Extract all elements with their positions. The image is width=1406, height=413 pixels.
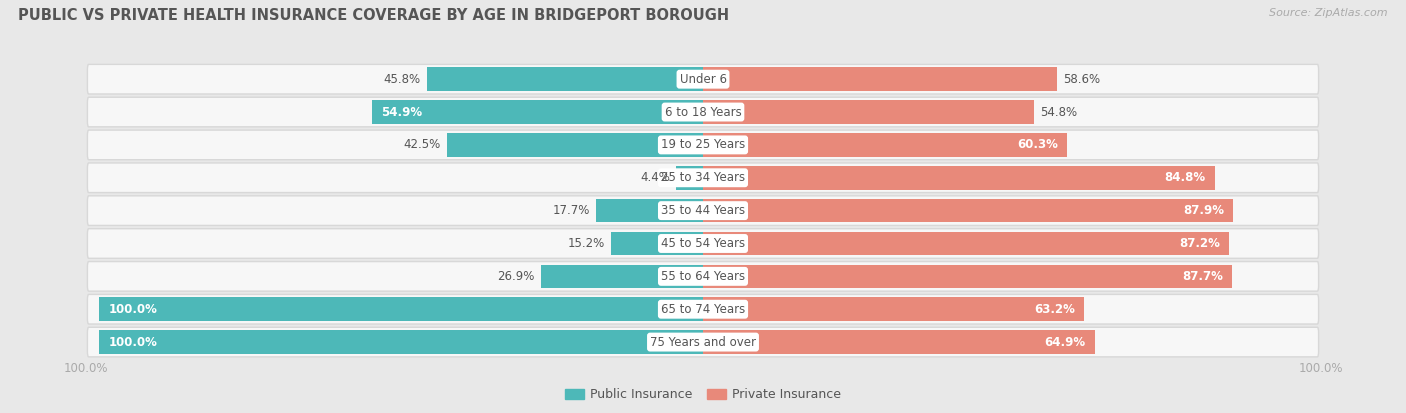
Text: 75 Years and over: 75 Years and over bbox=[650, 336, 756, 349]
Text: 87.2%: 87.2% bbox=[1180, 237, 1220, 250]
Text: 17.7%: 17.7% bbox=[553, 204, 591, 217]
Text: 100.0%: 100.0% bbox=[63, 363, 108, 375]
Text: Under 6: Under 6 bbox=[679, 73, 727, 85]
Text: 4.4%: 4.4% bbox=[641, 171, 671, 184]
Bar bbox=[541, 264, 703, 288]
Text: 6 to 18 Years: 6 to 18 Years bbox=[665, 106, 741, 119]
Text: 87.9%: 87.9% bbox=[1184, 204, 1225, 217]
Bar bbox=[100, 330, 703, 354]
Bar bbox=[596, 199, 703, 223]
FancyBboxPatch shape bbox=[87, 163, 1319, 192]
Bar bbox=[703, 100, 1033, 124]
Text: 100.0%: 100.0% bbox=[108, 303, 157, 316]
Bar bbox=[703, 199, 1233, 223]
Text: 42.5%: 42.5% bbox=[404, 138, 440, 152]
Bar bbox=[371, 100, 703, 124]
Text: 55 to 64 Years: 55 to 64 Years bbox=[661, 270, 745, 283]
Bar bbox=[447, 133, 703, 157]
FancyBboxPatch shape bbox=[87, 294, 1319, 324]
Text: 60.3%: 60.3% bbox=[1017, 138, 1057, 152]
Bar bbox=[703, 297, 1084, 321]
Text: 54.9%: 54.9% bbox=[381, 106, 422, 119]
Bar bbox=[426, 67, 703, 91]
FancyBboxPatch shape bbox=[87, 97, 1319, 127]
Bar bbox=[703, 264, 1232, 288]
FancyBboxPatch shape bbox=[87, 64, 1319, 94]
Text: 54.8%: 54.8% bbox=[1040, 106, 1077, 119]
Text: 45 to 54 Years: 45 to 54 Years bbox=[661, 237, 745, 250]
Text: 84.8%: 84.8% bbox=[1164, 171, 1206, 184]
FancyBboxPatch shape bbox=[87, 229, 1319, 258]
Text: 25 to 34 Years: 25 to 34 Years bbox=[661, 171, 745, 184]
Bar bbox=[612, 232, 703, 255]
Text: 65 to 74 Years: 65 to 74 Years bbox=[661, 303, 745, 316]
Text: 64.9%: 64.9% bbox=[1045, 336, 1085, 349]
Bar bbox=[703, 330, 1095, 354]
Text: 45.8%: 45.8% bbox=[384, 73, 420, 85]
FancyBboxPatch shape bbox=[87, 261, 1319, 291]
Text: 87.7%: 87.7% bbox=[1182, 270, 1223, 283]
Bar bbox=[703, 166, 1215, 190]
Text: 100.0%: 100.0% bbox=[108, 336, 157, 349]
FancyBboxPatch shape bbox=[87, 327, 1319, 357]
Text: 26.9%: 26.9% bbox=[498, 270, 534, 283]
Text: PUBLIC VS PRIVATE HEALTH INSURANCE COVERAGE BY AGE IN BRIDGEPORT BOROUGH: PUBLIC VS PRIVATE HEALTH INSURANCE COVER… bbox=[18, 8, 730, 23]
Bar bbox=[703, 133, 1067, 157]
Text: Source: ZipAtlas.com: Source: ZipAtlas.com bbox=[1270, 8, 1388, 18]
Legend: Public Insurance, Private Insurance: Public Insurance, Private Insurance bbox=[560, 383, 846, 406]
Text: 15.2%: 15.2% bbox=[568, 237, 605, 250]
Text: 58.6%: 58.6% bbox=[1063, 73, 1099, 85]
Text: 19 to 25 Years: 19 to 25 Years bbox=[661, 138, 745, 152]
FancyBboxPatch shape bbox=[87, 196, 1319, 225]
Text: 35 to 44 Years: 35 to 44 Years bbox=[661, 204, 745, 217]
Bar bbox=[703, 67, 1057, 91]
Text: 63.2%: 63.2% bbox=[1035, 303, 1076, 316]
FancyBboxPatch shape bbox=[87, 130, 1319, 160]
Bar bbox=[703, 232, 1229, 255]
Text: 100.0%: 100.0% bbox=[1298, 363, 1343, 375]
Bar bbox=[100, 297, 703, 321]
Bar bbox=[676, 166, 703, 190]
